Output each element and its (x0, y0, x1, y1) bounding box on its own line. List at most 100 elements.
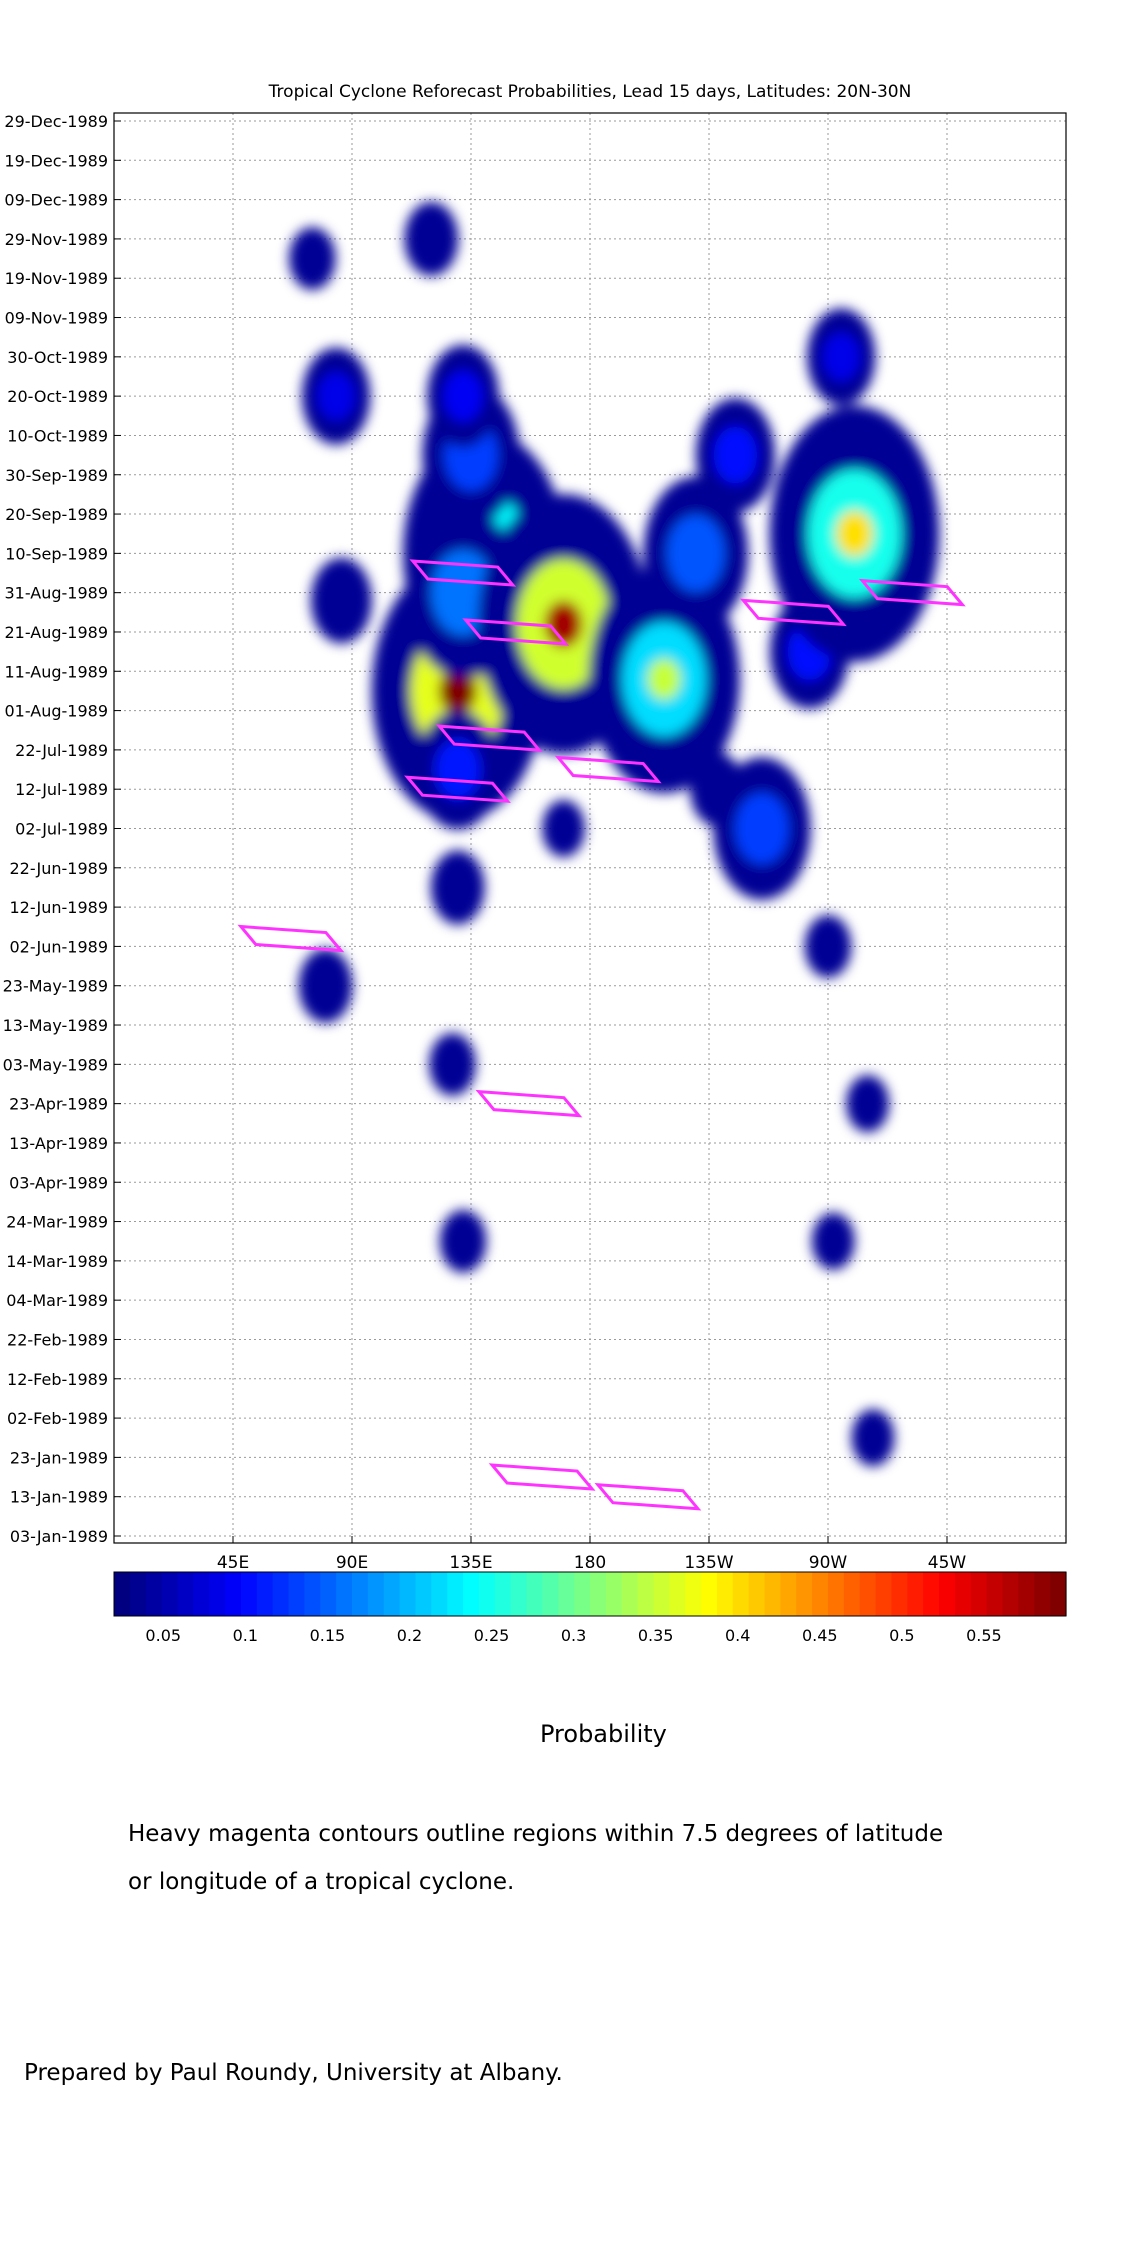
x-axis: 45E 90E 135E 180 135W 90W 45W (217, 1536, 967, 1573)
colorbar-segment (748, 1572, 766, 1616)
y-tick-label: 13-Jan-1989 (10, 1488, 108, 1507)
prob-blob-mid (435, 739, 481, 800)
tc-contour (488, 1463, 596, 1491)
prob-blob-core (835, 510, 874, 557)
credit-text: Prepared by Paul Roundy, University at A… (24, 2060, 563, 2086)
y-tick-label: 13-Apr-1989 (9, 1134, 108, 1153)
y-tick-label: 23-Apr-1989 (9, 1095, 108, 1114)
x-tick-label: 135E (449, 1553, 492, 1573)
colorbar-segment (447, 1572, 464, 1616)
y-tick-label: 19-Dec-1989 (4, 151, 108, 170)
y-tick-label: 24-Mar-1989 (6, 1213, 108, 1232)
colorbar-segment (1034, 1572, 1051, 1616)
y-tick-label: 30-Oct-1989 (7, 348, 108, 367)
tc-contour (858, 578, 966, 607)
colorbar-segment (320, 1572, 337, 1616)
prob-blob-base (811, 1212, 855, 1270)
colorbar-segment (256, 1572, 274, 1616)
colorbar-segment (129, 1572, 147, 1616)
colorbar-segment (161, 1572, 179, 1616)
prob-blob-mid (713, 426, 758, 484)
y-tick-label: 22-Jul-1989 (15, 741, 108, 760)
colorbar-segment (352, 1572, 369, 1616)
prob-blob-base (404, 201, 459, 276)
y-tick-label: 30-Sep-1989 (5, 466, 108, 485)
prob-blob-core (438, 667, 477, 715)
colorbar-tick-label: 0.1 (233, 1626, 258, 1645)
y-tick-label: 04-Mar-1989 (6, 1291, 108, 1310)
prob-blob-base (310, 557, 372, 644)
tc-contour (462, 618, 570, 646)
probability-blobs (289, 201, 940, 1467)
colorbar-segment (764, 1572, 781, 1616)
tc-contour (594, 1482, 702, 1511)
tc-contour (475, 1089, 583, 1118)
prob-blob-mid (317, 371, 355, 421)
colorbar-segment (653, 1572, 670, 1616)
colorbar-segment (399, 1572, 417, 1616)
prob-blob-base (298, 948, 353, 1023)
y-tick-label: 12-Feb-1989 (7, 1370, 108, 1389)
y-tick-label: 03-Jan-1989 (10, 1527, 108, 1546)
tc-contours (237, 559, 966, 1511)
colorbar-segment (1018, 1572, 1035, 1616)
prob-blob-core (544, 600, 583, 648)
colorbar-segment (542, 1572, 559, 1616)
x-tick-label: 135W (684, 1553, 733, 1573)
y-tick-label: 20-Oct-1989 (7, 387, 108, 406)
y-tick-label: 23-Jan-1989 (10, 1448, 108, 1467)
x-tick-label: 45W (928, 1553, 967, 1573)
y-tick-label: 14-Mar-1989 (6, 1252, 108, 1271)
colorbar-tick-label: 0.35 (638, 1626, 674, 1645)
prob-blob-base (429, 1032, 476, 1096)
colorbar-segment (177, 1572, 194, 1616)
y-tick-label: 02-Feb-1989 (7, 1409, 108, 1428)
tc-contour (739, 598, 847, 627)
prob-blob-mid (667, 514, 725, 592)
caption: Heavy magenta contours outline regions w… (128, 1810, 1028, 1906)
colorbar-segment (225, 1572, 242, 1616)
y-tick-label: 19-Nov-1989 (5, 269, 108, 288)
y-tick-label: 09-Dec-1989 (4, 191, 108, 210)
prob-blob-base (289, 227, 336, 290)
y-tick-label: 10-Oct-1989 (7, 426, 108, 445)
y-tick-label: 10-Sep-1989 (5, 544, 108, 563)
x-tick-label: 90E (336, 1553, 368, 1573)
colorbar-segment (145, 1572, 163, 1616)
y-tick-label: 03-Apr-1989 (9, 1173, 108, 1192)
colorbar-segment (510, 1572, 528, 1616)
x-tick-label: 180 (574, 1553, 606, 1573)
colorbar-segment (780, 1572, 797, 1616)
colorbar-segment (590, 1572, 607, 1616)
y-tick-label: 09-Nov-1989 (5, 309, 108, 328)
tc-contour (409, 559, 517, 587)
colorbar-tick-label: 0.4 (725, 1626, 750, 1645)
colorbar-segment (288, 1572, 305, 1616)
colorbar-tick-label: 0.05 (145, 1626, 181, 1645)
x-tick-label: 90W (809, 1553, 848, 1573)
colorbar-segment (574, 1572, 591, 1616)
colorbar-segment (986, 1572, 1004, 1616)
probability-field (289, 201, 940, 1467)
colorbar-segment (923, 1572, 940, 1616)
y-tick-label: 29-Nov-1989 (5, 230, 108, 249)
colorbar-segment (812, 1572, 829, 1616)
prob-blob-base (851, 1409, 895, 1467)
colorbar-segment (701, 1572, 718, 1616)
colorbar-tick-label: 0.45 (802, 1626, 838, 1645)
colorbar-frame (113, 1571, 1067, 1617)
colorbar-segment (1050, 1572, 1067, 1616)
colorbar-segment (637, 1572, 655, 1616)
colorbar-segment (463, 1572, 480, 1616)
tc-contour (237, 924, 345, 953)
y-tick-label: 22-Jun-1989 (9, 859, 108, 878)
colorbar-segment (907, 1572, 924, 1616)
colorbar-segment (732, 1572, 750, 1616)
y-tick-label: 29-Dec-1989 (4, 112, 108, 131)
colorbar-segment (494, 1572, 512, 1616)
colorbar-segment (431, 1572, 448, 1616)
colorbar-segment (891, 1572, 908, 1616)
colorbar: 0.05 0.1 0.15 0.2 0.25 0.3 0.35 0.4 0.45 0.5 0.55 (113, 1571, 1067, 1645)
x-tick-label: 45E (217, 1553, 249, 1573)
